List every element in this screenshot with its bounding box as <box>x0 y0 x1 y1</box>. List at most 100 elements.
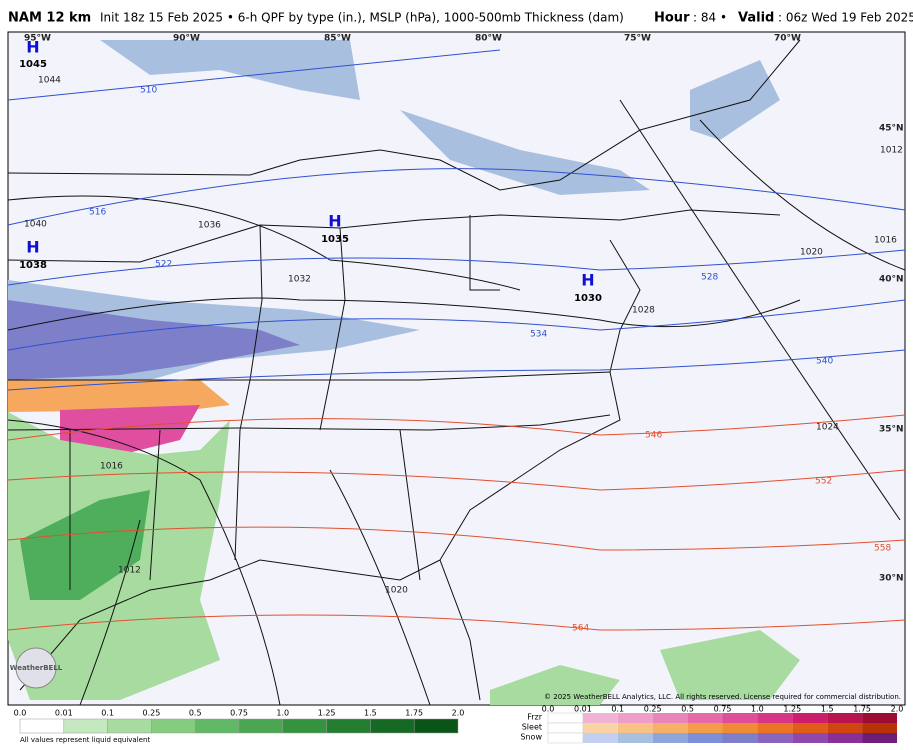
type-label: Frzr <box>527 713 543 722</box>
type-color <box>617 733 653 743</box>
scale-label: 1.0 <box>751 705 764 714</box>
rain-area <box>660 630 800 700</box>
scale-label: 0.75 <box>230 709 248 718</box>
thickness-label: 534 <box>530 330 547 340</box>
isobar-label: 1028 <box>632 306 655 316</box>
high-symbol: H <box>581 271 594 290</box>
isobar-label: 1020 <box>800 248 823 258</box>
scale-label: 1.75 <box>405 709 423 718</box>
type-color <box>547 732 584 744</box>
scale-label: 0.1 <box>101 709 114 718</box>
model-name: NAM 12 km <box>8 11 91 26</box>
isobar-label: 1012 <box>880 146 903 156</box>
scale-label: 0.75 <box>714 705 732 714</box>
snow-area <box>690 60 780 140</box>
description: Init 18z 15 Feb 2025 • 6-h QPF by type (… <box>100 11 624 25</box>
type-color <box>652 713 688 723</box>
isobar-label: 1016 <box>100 462 123 472</box>
thickness-label: 564 <box>572 624 589 634</box>
type-color <box>722 713 758 723</box>
scale-label: 2.0 <box>891 705 904 714</box>
type-label: Sleet <box>522 723 542 732</box>
type-color <box>652 723 688 733</box>
longitude-label: 95°W <box>24 34 51 44</box>
type-color <box>617 723 653 733</box>
thickness-label: 552 <box>815 477 832 487</box>
hour-label: Hour <box>654 11 690 26</box>
type-color <box>547 722 584 734</box>
rain-color <box>107 718 152 734</box>
isobar-label: 1012 <box>118 566 141 576</box>
type-color <box>862 723 897 733</box>
type-color <box>652 733 688 743</box>
high-symbol: H <box>26 38 39 57</box>
legend-note: All values represent liquid equivalent <box>20 736 150 744</box>
rain-color <box>194 718 240 734</box>
high-symbol: H <box>26 238 39 257</box>
type-label: Snow <box>520 733 542 742</box>
high-pressure: 1038 <box>19 260 47 271</box>
isobar-label: 1020 <box>385 586 408 596</box>
scale-label: 0.25 <box>644 705 662 714</box>
thickness-label: 522 <box>155 260 172 270</box>
scale-label: 0.0 <box>542 705 555 714</box>
heavy-rain-area <box>20 490 150 600</box>
type-color <box>547 712 584 724</box>
isobar-label: 1044 <box>38 76 61 86</box>
high-pressure: 1035 <box>321 234 349 245</box>
longitude-label: 85°W <box>324 34 351 44</box>
rain-area <box>490 665 620 705</box>
type-color <box>792 733 828 743</box>
type-color <box>582 713 618 723</box>
type-color <box>827 713 863 723</box>
valid-value: : 06z Wed 19 Feb 2025 <box>778 11 913 25</box>
logo-badge <box>15 647 57 689</box>
rain-color <box>370 718 415 734</box>
scale-label: 0.01 <box>574 705 592 714</box>
isobar-label: 1040 <box>24 220 47 230</box>
type-color <box>757 733 793 743</box>
longitude-label: 75°W <box>624 34 651 44</box>
isobar-label: 1024 <box>816 423 839 433</box>
scale-label: 1.25 <box>318 709 336 718</box>
latitude-label: 45°N <box>879 124 904 134</box>
type-color <box>687 723 723 733</box>
thickness-label: 558 <box>874 544 891 554</box>
scale-label: 2.0 <box>452 709 465 718</box>
hour-value: : 84 • <box>693 11 727 25</box>
scale-label: 0.0 <box>14 709 27 718</box>
type-color <box>792 713 828 723</box>
type-color <box>722 723 758 733</box>
rain-color <box>19 718 65 734</box>
latitude-label: 40°N <box>879 275 904 285</box>
isobar-label: 1032 <box>288 275 311 285</box>
type-color <box>827 723 863 733</box>
freezing-rain-area <box>60 405 200 455</box>
type-color <box>582 723 618 733</box>
type-color <box>862 713 897 723</box>
valid-label: Valid <box>738 11 774 26</box>
thickness-label: 540 <box>816 357 833 367</box>
isobars <box>7 99 906 706</box>
boundaries <box>7 39 801 701</box>
snow-area <box>100 40 360 100</box>
type-color <box>757 723 793 733</box>
thickness-lines <box>7 49 906 631</box>
latitude-label: 30°N <box>879 574 904 584</box>
scale-label: 1.5 <box>364 709 377 718</box>
type-color <box>792 723 828 733</box>
legend: All values represent liquid equivalent F… <box>14 705 904 745</box>
longitude-label: 90°W <box>173 34 200 44</box>
rain-color <box>413 718 459 734</box>
type-color <box>687 733 723 743</box>
scale-label: 0.25 <box>142 709 160 718</box>
scale-label: 0.1 <box>611 705 624 714</box>
scale-label: 1.25 <box>783 705 801 714</box>
rain-color <box>326 718 371 734</box>
thickness-label: 510 <box>140 86 157 96</box>
isobar-label: 1016 <box>874 236 897 246</box>
type-color <box>862 733 897 743</box>
high-pressure: 1045 <box>19 59 47 70</box>
rain-color <box>238 718 284 734</box>
